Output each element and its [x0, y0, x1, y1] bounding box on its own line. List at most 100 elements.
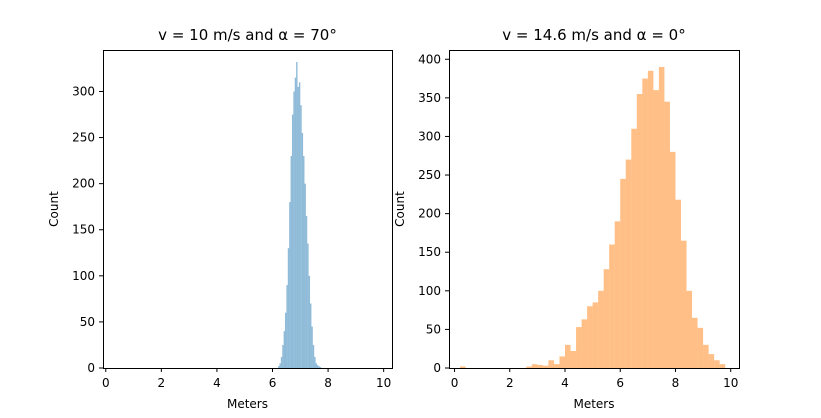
left-histogram-bar [279, 363, 281, 368]
right-histogram-bar [526, 366, 532, 368]
right-histogram-bar [531, 364, 538, 368]
right-histogram-bar [653, 90, 659, 368]
right-histogram-bar [609, 244, 615, 368]
left-histogram-bar [319, 367, 322, 368]
left-histogram-bar [316, 365, 319, 368]
right-histogram-bar [681, 240, 687, 368]
right-y-tick-label: 100 [418, 284, 441, 298]
left-histogram-bar [290, 156, 292, 368]
left-y-tick-label: 250 [72, 131, 95, 145]
right-histogram-bar [542, 365, 549, 368]
right-plot-frame [449, 50, 740, 369]
left-x-tick-label: 8 [324, 376, 332, 390]
right-y-tick-label: 200 [418, 207, 441, 221]
right-histogram-bar [614, 221, 621, 368]
right-y-axis-label: Count [393, 191, 407, 227]
right-histogram-bar [548, 360, 554, 368]
right-histogram-bar [537, 364, 543, 368]
right-histogram-bar [664, 101, 670, 369]
left-x-axis-label: Meters [227, 397, 268, 411]
left-histogram-bars [278, 61, 322, 369]
right-histogram-bar [714, 360, 720, 368]
left-histogram-bar [278, 366, 280, 368]
left-y-axis-label: Count [47, 191, 61, 227]
right-chart-title: v = 14.6 m/s and α = 0° [502, 26, 685, 44]
left-histogram-bar [291, 114, 294, 369]
left-histogram-bar [286, 285, 288, 368]
left-histogram-bar [318, 366, 320, 368]
right-y-tick-label: 150 [418, 245, 441, 259]
right-x-tick-label: 8 [672, 376, 680, 390]
left-histogram-bar [285, 312, 287, 368]
left-histogram-bar [298, 82, 301, 368]
right-histogram-bar [620, 178, 626, 368]
left-y-tick-label: 300 [72, 84, 95, 98]
right-histogram-bar [719, 364, 726, 368]
right-histogram-bar [636, 94, 643, 368]
right-histogram-bar [708, 354, 715, 368]
left-histogram-bar [312, 344, 315, 368]
left-histogram-bar [293, 91, 295, 368]
right-histogram-bar [598, 290, 604, 368]
left-chart-title: v = 10 m/s and α = 70° [158, 26, 337, 44]
right-x-tick-label: 4 [561, 376, 569, 390]
left-x-ticks: 0 2 4 6 8 10 [102, 368, 391, 390]
right-x-axis-label: Meters [573, 397, 614, 411]
right-histogram-bar [642, 78, 648, 368]
left-x-tick-label: 0 [102, 376, 110, 390]
left-histogram-bar [315, 363, 317, 368]
left-histogram-bar [308, 275, 311, 368]
right-y-tick-label: 300 [418, 129, 441, 143]
left-histogram-bar [294, 77, 297, 369]
right-histogram-bar [675, 199, 681, 368]
right-histogram-bar [592, 302, 599, 368]
right-histogram-bar [692, 317, 698, 368]
right-y-tick-label: 50 [426, 322, 441, 336]
right-histogram-bar [647, 70, 654, 368]
right-x-tick-label: 2 [506, 376, 514, 390]
right-y-ticks: 0 50 100 150 200 250 300 350 400 [418, 52, 449, 375]
left-histogram-panel: 0 2 4 6 8 10 0 50 100 150 200 250 300 v = 10 m/s an… [47, 26, 393, 411]
left-y-tick-label: 150 [72, 223, 95, 237]
right-histogram-bar [603, 269, 610, 368]
right-histogram-bar [570, 351, 577, 368]
right-histogram-bar [587, 306, 593, 368]
left-plot-frame [103, 50, 393, 369]
left-histogram-bar [301, 132, 304, 368]
left-y-tick-label: 0 [87, 361, 95, 375]
right-histogram-bar [581, 319, 588, 368]
right-histogram-bars [460, 66, 726, 369]
left-histogram-bar [314, 356, 316, 368]
left-x-tick-label: 2 [158, 376, 166, 390]
left-y-ticks: 0 50 100 150 200 250 300 [72, 84, 103, 375]
left-x-tick-label: 6 [269, 376, 277, 390]
left-histogram-bar [304, 183, 306, 368]
left-histogram-bar [289, 202, 291, 368]
left-histogram-bar [287, 248, 290, 368]
left-histogram-bar [297, 86, 299, 369]
left-histogram-bar [310, 303, 312, 368]
left-histogram-bar [282, 344, 284, 368]
left-y-tick-label: 100 [72, 269, 95, 283]
right-histogram-bar [686, 290, 693, 368]
left-y-tick-label: 200 [72, 177, 95, 191]
right-histogram-bar [625, 159, 632, 368]
right-y-tick-label: 0 [433, 361, 441, 375]
right-histogram-bar [658, 66, 665, 368]
right-histogram-bar [703, 344, 709, 368]
right-histogram-bar [460, 366, 466, 368]
right-x-tick-label: 10 [723, 376, 738, 390]
right-histogram-bar [697, 327, 704, 368]
right-histogram-bar [669, 151, 676, 368]
right-histogram-bar [576, 327, 582, 368]
right-histogram-panel: 0 2 4 6 8 10 0 50 100 150 200 250 300 350 400 v = 14.… [393, 26, 740, 411]
left-histogram-bar [283, 331, 286, 368]
right-y-tick-label: 250 [418, 168, 441, 182]
left-x-tick-label: 10 [376, 376, 391, 390]
left-histogram-bar [307, 243, 309, 368]
right-histogram-bar [553, 364, 560, 368]
left-y-tick-label: 50 [80, 315, 95, 329]
right-histogram-bar [559, 356, 565, 368]
right-x-ticks: 0 2 4 6 8 10 [451, 368, 738, 390]
